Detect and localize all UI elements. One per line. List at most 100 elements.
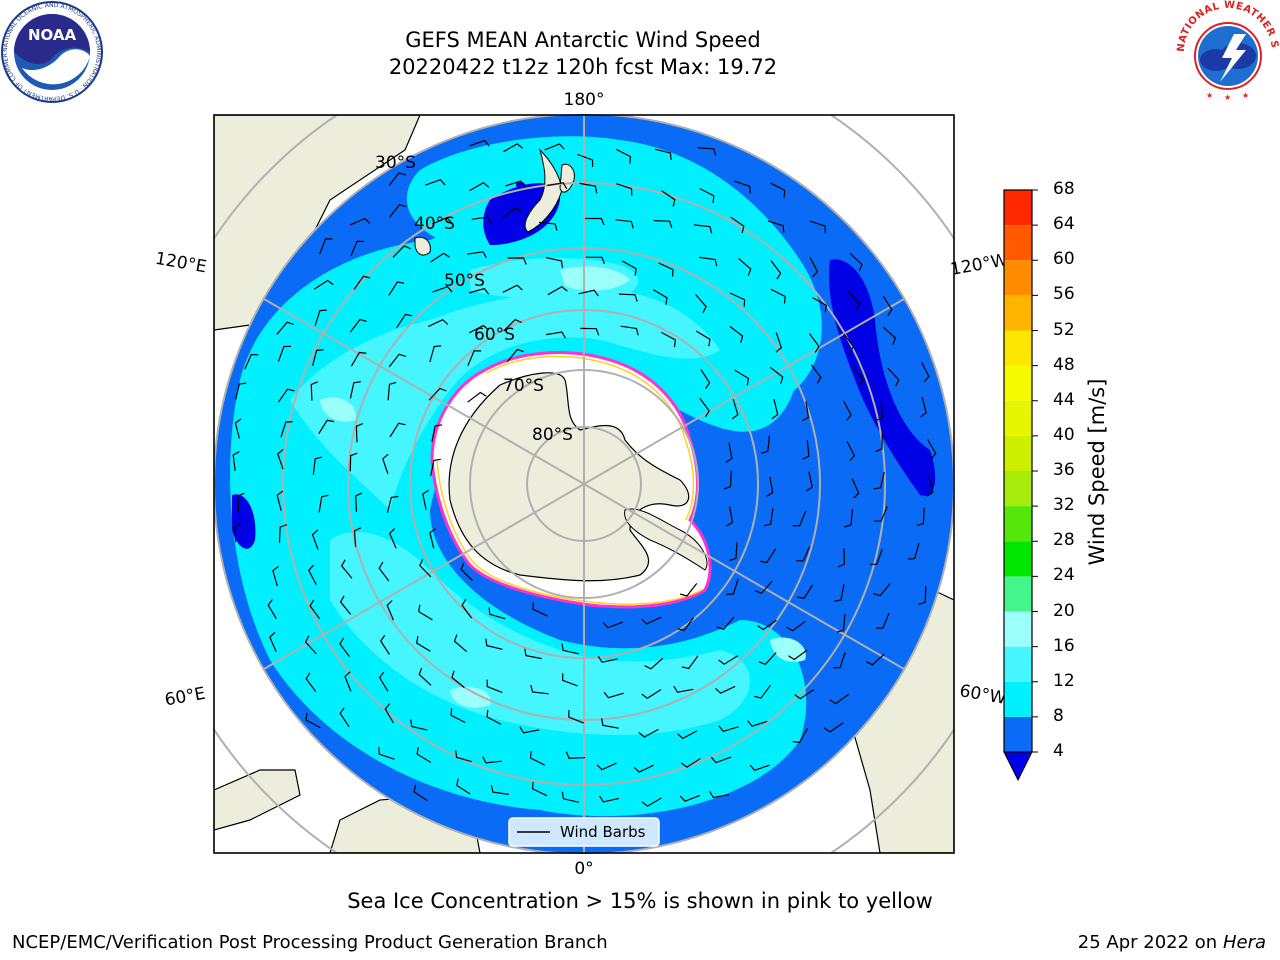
wind-barb — [389, 204, 407, 218]
wind-barb — [809, 257, 819, 278]
wind-barb — [695, 294, 707, 314]
wind-barb — [615, 219, 634, 229]
wind-barb — [805, 471, 813, 492]
colorbar-segment — [1004, 576, 1032, 612]
wind-barb — [661, 190, 676, 207]
wind-barb — [430, 458, 441, 477]
colorbar-title: Wind Speed [m/s] — [1085, 378, 1109, 566]
wind-barb — [312, 456, 323, 475]
lon-label-120w: 120°W — [949, 250, 1010, 280]
colorbar-segment — [1004, 646, 1032, 682]
colorbar-segment — [1004, 365, 1032, 401]
wind-barb — [729, 542, 738, 562]
wind-barb — [410, 719, 428, 731]
lon-label-60e: 60°E — [163, 684, 207, 711]
wind-barb — [802, 440, 810, 460]
wind-barb — [388, 353, 406, 368]
colorbar-tick-label: 56 — [1053, 284, 1075, 305]
wind-barb — [920, 397, 927, 418]
wind-barb — [419, 558, 432, 578]
colorbar-tick-label: 24 — [1053, 565, 1075, 586]
colorbar-segment — [1004, 260, 1032, 296]
wind-barb — [883, 326, 897, 345]
colorbar-tick-label: 36 — [1053, 460, 1075, 480]
lat-label-40s: 40°S — [414, 214, 455, 234]
wind-barb — [350, 217, 371, 226]
wind-barb — [715, 685, 736, 694]
wind-barb — [615, 148, 632, 164]
wind-barb — [568, 710, 584, 724]
wind-barb — [852, 366, 864, 386]
wind-barb — [565, 751, 586, 759]
wind-barb — [340, 559, 353, 579]
wind-barb — [388, 172, 406, 186]
colorbar-tick-label: 60 — [1053, 249, 1075, 270]
wind-barb — [754, 580, 773, 594]
wind-barb — [350, 351, 367, 367]
wind-barb — [723, 470, 732, 490]
wind-barb — [823, 722, 844, 733]
wind-barb — [760, 435, 771, 454]
wind-barb — [234, 522, 242, 543]
wind-barb — [318, 419, 335, 435]
wind-barb — [339, 707, 350, 728]
wind-barb — [918, 586, 927, 606]
wind-barb — [244, 353, 259, 370]
wind-barb — [387, 381, 397, 401]
wind-barb — [775, 332, 783, 353]
wind-barb — [502, 207, 522, 218]
colorbar-segment — [1004, 435, 1032, 471]
colorbar-segment — [1004, 330, 1032, 366]
wind-barb — [836, 614, 846, 633]
wind-barb — [276, 490, 284, 511]
wind-barb — [355, 492, 363, 512]
wind-barb — [413, 784, 428, 802]
wind-barb — [833, 652, 846, 669]
wind-barb — [616, 183, 633, 196]
wind-barb — [734, 369, 750, 386]
wind-barb — [427, 318, 449, 328]
wind-barb — [277, 345, 291, 362]
wind-barb — [389, 422, 406, 438]
wind-barb — [699, 256, 718, 267]
wind-barb — [873, 471, 885, 490]
wind-barb — [596, 762, 617, 771]
wind-barb — [416, 636, 431, 652]
wind-barb — [232, 451, 240, 471]
wind-barb — [770, 288, 786, 304]
wind-barb — [796, 584, 814, 600]
nws-logo: NATIONAL WEATHER SERVICE ★ ★ ★ — [1176, 0, 1279, 102]
wind-barb — [718, 655, 739, 665]
wind-barb — [920, 361, 930, 383]
wind-barb — [429, 528, 437, 549]
wind-barb — [763, 508, 774, 527]
colorbar-tick-label: 44 — [1053, 389, 1075, 410]
wind-barb — [869, 548, 883, 565]
wind-barb — [585, 256, 605, 265]
wind-barb — [749, 764, 770, 772]
wind-barb — [849, 253, 863, 272]
wind-barb — [314, 309, 327, 327]
colorbar-tick-label: 64 — [1053, 214, 1075, 235]
wind-barb — [809, 220, 826, 234]
wind-barb — [916, 507, 925, 527]
wind-barb — [844, 508, 854, 528]
wind-barb — [758, 652, 777, 666]
wind-barb — [502, 284, 523, 293]
wind-barb — [738, 258, 752, 276]
wind-barb — [353, 527, 362, 547]
sea-ice-caption: Sea Ice Concentration > 15% is shown in … — [347, 889, 933, 913]
wind-barb — [907, 542, 920, 560]
wind-barb — [460, 562, 473, 582]
wind-barb — [339, 595, 352, 615]
wind-barb — [597, 655, 618, 663]
wind-barb — [451, 670, 465, 689]
wind-barb — [313, 279, 334, 290]
wind-barb — [847, 291, 861, 311]
colorbar-segment — [1004, 506, 1032, 542]
svg-text:Wind Barbs: Wind Barbs — [560, 823, 646, 841]
wind-barb — [734, 180, 751, 194]
wind-barb — [453, 634, 468, 653]
wind-barb — [469, 139, 490, 147]
wind-barb — [652, 289, 668, 305]
